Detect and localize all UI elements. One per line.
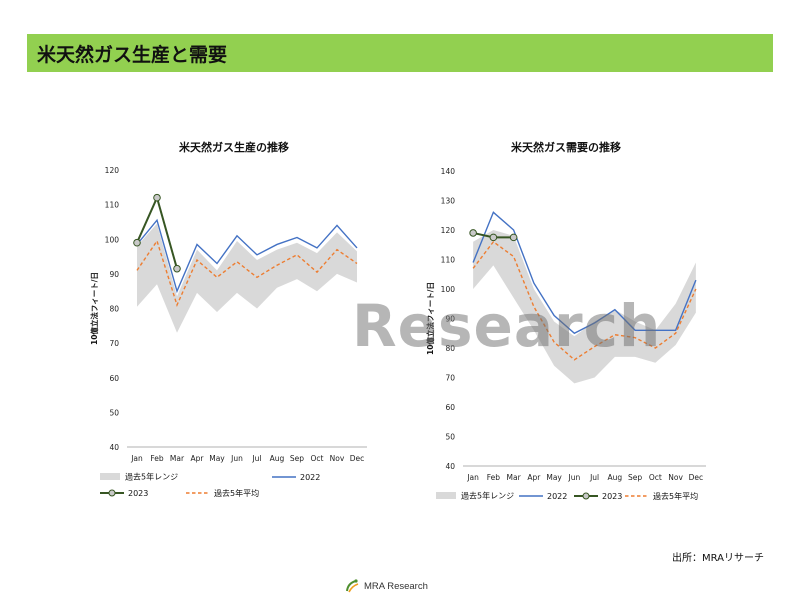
range-band — [473, 230, 696, 384]
x-tick-label: May — [209, 454, 225, 463]
y-tick-label: 120 — [105, 166, 120, 175]
brand-logo-icon — [346, 579, 359, 593]
y-tick-label: 80 — [109, 305, 119, 314]
x-tick-label: Mar — [170, 454, 185, 463]
y-tick-label: 120 — [441, 226, 456, 235]
x-tick-label: Aug — [608, 473, 623, 482]
x-tick-label: Jul — [251, 454, 261, 463]
slide-title-bar: 米天然ガス生産と需要 — [27, 34, 773, 72]
footer-logo: MRA Research — [344, 578, 428, 594]
series-line-過去5年平均 — [472, 240, 697, 361]
legend-label: 2022 — [300, 473, 320, 482]
y-tick-label: 90 — [445, 315, 455, 324]
data-point — [469, 229, 477, 237]
x-tick-label: Jun — [568, 473, 581, 482]
data-point — [489, 233, 498, 242]
y-tick-label: 110 — [105, 201, 120, 210]
x-tick-label: Dec — [689, 473, 704, 482]
legend-swatch-range — [436, 492, 456, 499]
series-line-2022 — [136, 218, 358, 294]
y-tick-label: 100 — [441, 285, 456, 294]
y-tick-label: 80 — [445, 344, 455, 353]
series-line-過去5年平均 — [136, 239, 358, 308]
legend-label: 過去5年レンジ — [461, 491, 514, 501]
y-tick-label: 70 — [109, 339, 119, 348]
chart-title: 米天然ガス生産の推移 — [178, 140, 289, 154]
x-tick-label: Oct — [311, 454, 324, 463]
legend-marker — [582, 492, 590, 500]
x-tick-label: Apr — [527, 473, 541, 482]
y-tick-label: 110 — [441, 256, 456, 265]
y-tick-label: 140 — [441, 167, 456, 176]
data-point — [153, 193, 161, 202]
y-tick-label: 50 — [445, 433, 455, 442]
series-line-2022 — [472, 211, 697, 335]
x-tick-label: Aug — [270, 454, 285, 463]
x-tick-label: Apr — [191, 454, 205, 463]
x-tick-label: Sep — [290, 454, 304, 463]
x-tick-label: Jan — [466, 473, 479, 482]
y-tick-label: 40 — [445, 462, 455, 471]
x-tick-label: Feb — [487, 473, 501, 482]
x-tick-label: Mar — [507, 473, 522, 482]
x-tick-label: Nov — [668, 473, 683, 482]
data-point — [173, 264, 181, 273]
legend-marker — [108, 489, 116, 497]
legend-label: 2023 — [128, 489, 148, 498]
y-tick-label: 60 — [109, 374, 119, 383]
legend-label: 過去5年平均 — [653, 491, 698, 501]
x-tick-label: Nov — [330, 454, 345, 463]
y-axis-label: 10億立法フィート/日 — [425, 282, 435, 355]
production-chart: 米天然ガス生産の推移 40 50 60 70 80 90 100 110 120 10億立法フィート… — [89, 140, 367, 498]
y-tick-label: 130 — [441, 197, 456, 206]
y-tick-label: 60 — [445, 403, 455, 412]
x-tick-label: Sep — [628, 473, 642, 482]
slide-title: 米天然ガス生産と需要 — [37, 43, 228, 66]
footer-brand: MRA Research — [364, 580, 428, 592]
legend-label: 過去5年平均 — [214, 488, 259, 498]
y-tick-label: 90 — [109, 270, 119, 279]
y-tick-label: 70 — [445, 374, 455, 383]
data-point — [133, 238, 141, 247]
legend-label: 2023 — [602, 492, 622, 501]
y-axis-label: 10億立法フィート/日 — [89, 272, 99, 345]
x-tick-label: Dec — [350, 454, 365, 463]
watermark: Research — [352, 292, 662, 360]
x-tick-label: May — [546, 473, 562, 482]
x-tick-label: Feb — [150, 454, 164, 463]
x-tick-label: Jan — [130, 454, 143, 463]
range-band — [137, 223, 357, 333]
demand-chart: 米天然ガス需要の推移 40 50 60 70 80 90 100 110 120 130 140 10億… — [425, 140, 706, 501]
x-tick-label: Oct — [649, 473, 662, 482]
x-tick-label: Jun — [230, 454, 243, 463]
y-tick-label: 100 — [105, 235, 120, 244]
source-note: 出所：MRAリサーチ — [671, 553, 764, 564]
legend-label: 過去5年レンジ — [125, 472, 178, 482]
legend-label: 2022 — [547, 492, 567, 501]
y-tick-label: 40 — [109, 443, 119, 452]
x-tick-label: Jul — [589, 473, 599, 482]
data-point — [509, 233, 518, 242]
chart-title: 米天然ガス需要の推移 — [510, 140, 621, 154]
y-tick-label: 50 — [109, 408, 119, 417]
legend-swatch-range — [100, 473, 120, 480]
